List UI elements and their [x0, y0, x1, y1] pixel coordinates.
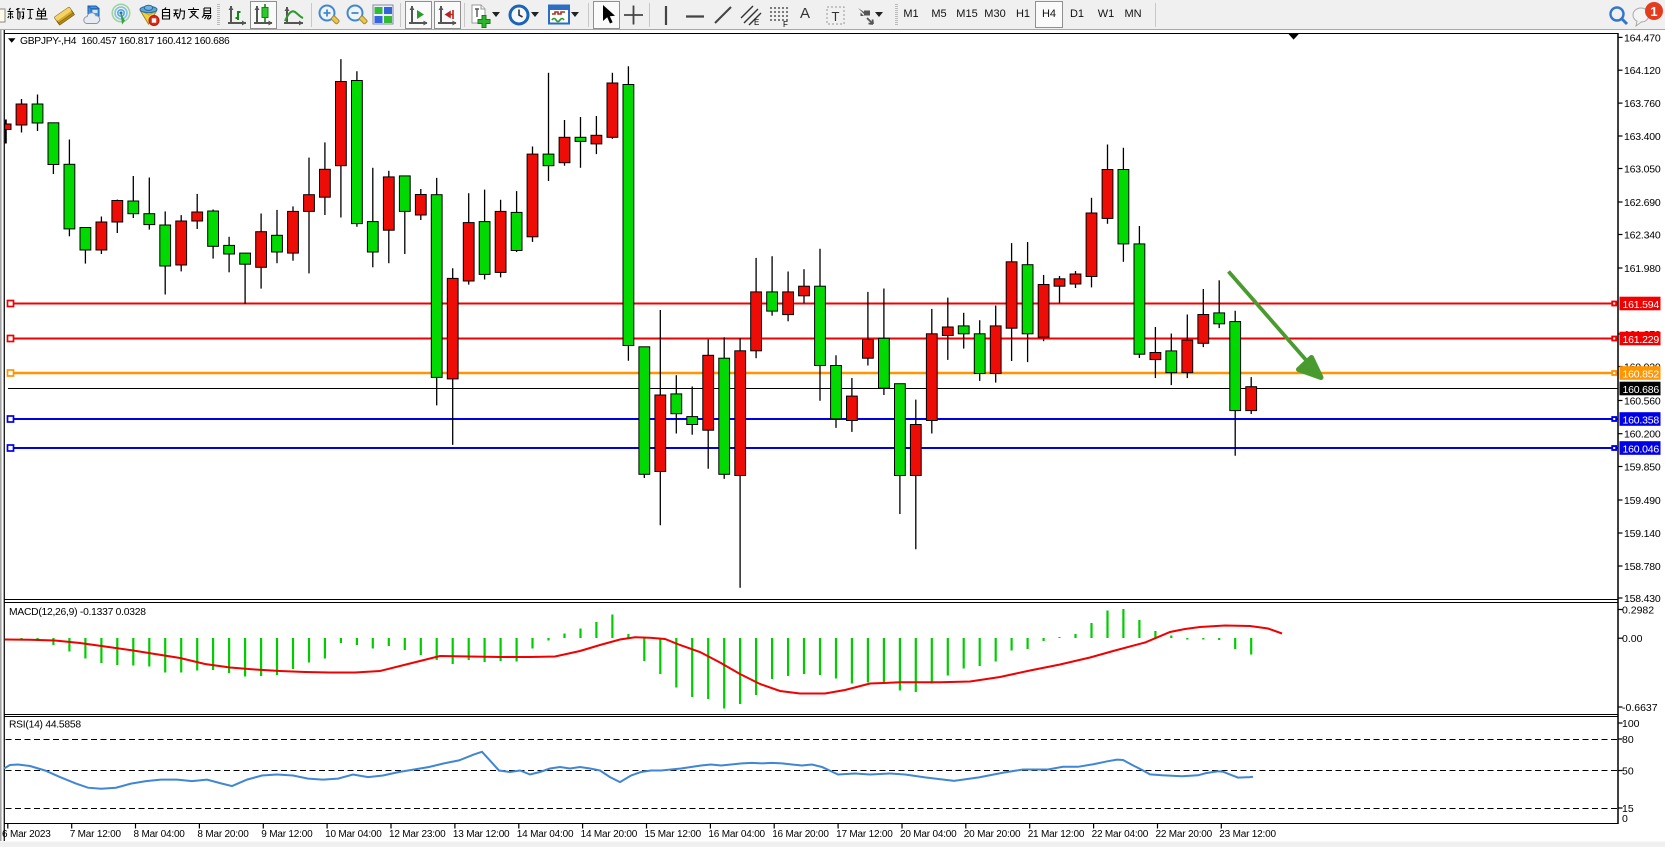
- svg-text:0: 0: [1622, 813, 1628, 825]
- svg-text:20 Mar 04:00: 20 Mar 04:00: [900, 829, 957, 840]
- svg-text:16 Mar 04:00: 16 Mar 04:00: [708, 829, 765, 840]
- svg-text:0.00: 0.00: [1622, 633, 1643, 645]
- svg-text:164.470: 164.470: [1624, 32, 1661, 44]
- svg-text:15: 15: [1622, 803, 1634, 815]
- svg-text:162.340: 162.340: [1624, 230, 1661, 242]
- svg-text:14 Mar 04:00: 14 Mar 04:00: [517, 829, 574, 840]
- svg-text:16 Mar 20:00: 16 Mar 20:00: [772, 829, 829, 840]
- svg-text:8 Mar 20:00: 8 Mar 20:00: [197, 829, 249, 840]
- svg-text:100: 100: [1622, 718, 1640, 730]
- svg-text:20 Mar 20:00: 20 Mar 20:00: [964, 829, 1021, 840]
- svg-text:22 Mar 20:00: 22 Mar 20:00: [1156, 829, 1213, 840]
- svg-text:160.686: 160.686: [1623, 384, 1660, 396]
- svg-text:21 Mar 12:00: 21 Mar 12:00: [1028, 829, 1085, 840]
- svg-text:163.050: 163.050: [1624, 164, 1661, 176]
- svg-text:160.358: 160.358: [1623, 414, 1660, 426]
- svg-text:RSI(14) 44.5858: RSI(14) 44.5858: [9, 720, 81, 731]
- svg-text:0.2982: 0.2982: [1622, 605, 1654, 617]
- svg-text:161.594: 161.594: [1623, 299, 1660, 311]
- svg-text:23 Mar 12:00: 23 Mar 12:00: [1219, 829, 1276, 840]
- svg-text:F: F: [783, 20, 788, 28]
- svg-text:15 Mar 12:00: 15 Mar 12:00: [645, 829, 702, 840]
- svg-text:159.490: 159.490: [1624, 495, 1661, 507]
- svg-text:-0.6637: -0.6637: [1622, 702, 1658, 714]
- svg-text:7 Mar 12:00: 7 Mar 12:00: [70, 829, 122, 840]
- svg-text:161.980: 161.980: [1624, 263, 1661, 275]
- svg-text:163.400: 163.400: [1624, 131, 1661, 143]
- svg-text:158.780: 158.780: [1624, 561, 1661, 573]
- svg-text:159.140: 159.140: [1624, 528, 1661, 540]
- svg-text:162.690: 162.690: [1624, 197, 1661, 209]
- svg-text:8 Mar 04:00: 8 Mar 04:00: [134, 829, 186, 840]
- svg-text:12 Mar 23:00: 12 Mar 23:00: [389, 829, 446, 840]
- svg-text:160.852: 160.852: [1623, 368, 1660, 380]
- svg-text:22 Mar 04:00: 22 Mar 04:00: [1092, 829, 1149, 840]
- svg-text:E: E: [754, 18, 759, 27]
- svg-text:163.760: 163.760: [1624, 98, 1661, 110]
- svg-text:160.560: 160.560: [1624, 396, 1661, 408]
- svg-text:164.120: 164.120: [1624, 65, 1661, 77]
- svg-text:160.200: 160.200: [1624, 429, 1661, 441]
- svg-text:13 Mar 12:00: 13 Mar 12:00: [453, 829, 510, 840]
- svg-text:6 Mar 2023: 6 Mar 2023: [2, 829, 51, 840]
- svg-text:17 Mar 12:00: 17 Mar 12:00: [836, 829, 893, 840]
- svg-text:80: 80: [1622, 734, 1634, 746]
- svg-text:160.046: 160.046: [1623, 443, 1660, 455]
- svg-text:158.430: 158.430: [1624, 593, 1661, 605]
- svg-text:50: 50: [1622, 766, 1634, 778]
- svg-text:T: T: [832, 9, 840, 24]
- svg-text:9 Mar 12:00: 9 Mar 12:00: [261, 829, 313, 840]
- svg-text:159.850: 159.850: [1624, 462, 1661, 474]
- svg-text:14 Mar 20:00: 14 Mar 20:00: [581, 829, 638, 840]
- svg-text:10 Mar 04:00: 10 Mar 04:00: [325, 829, 382, 840]
- svg-text:161.229: 161.229: [1623, 334, 1660, 346]
- svg-text:MACD(12,26,9) -0.1337 0.0328: MACD(12,26,9) -0.1337 0.0328: [9, 607, 146, 618]
- svg-text:GBPJPY-,H4 160.457 160.817 16: GBPJPY-,H4 160.457 160.817 160.412 160.6…: [20, 36, 230, 47]
